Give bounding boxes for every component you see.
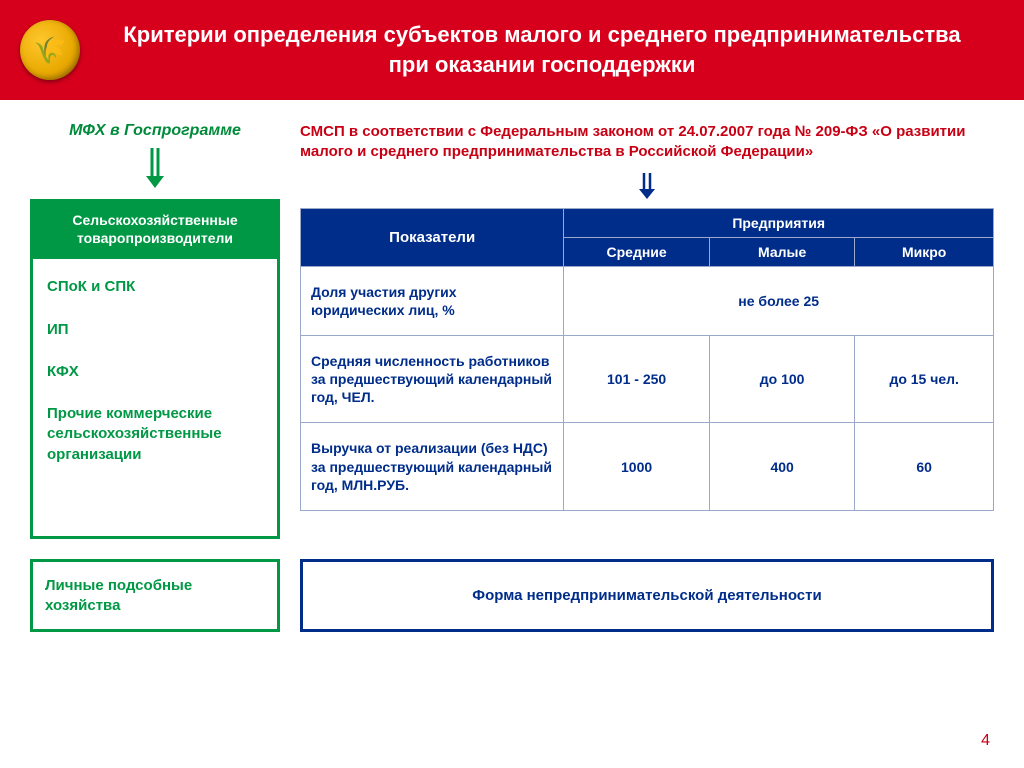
list-item: КФХ <box>47 362 263 382</box>
th-micro: Микро <box>855 237 994 266</box>
bottom-left-box: Личные подсобные хозяйства <box>30 559 280 632</box>
list-item: Прочие коммерческие сельскохозяйственные… <box>47 404 263 465</box>
bottom-right-box: Форма непредпринимательской деятельности <box>300 559 994 632</box>
table-row: Средняя численность работников за предше… <box>301 335 994 423</box>
th-small: Малые <box>709 237 855 266</box>
th-medium: Средние <box>564 237 710 266</box>
cell-value: 101 - 250 <box>564 335 710 423</box>
law-reference: СМСП в соответствии с Федеральным законо… <box>300 122 994 163</box>
left-column: МФХ в Госпрограмме Сельскохозяйственные … <box>30 122 280 539</box>
arrow-down-icon <box>300 173 994 204</box>
right-column: СМСП в соответствии с Федеральным законо… <box>300 122 994 539</box>
wheat-icon: 🌾 <box>34 35 66 66</box>
bottom-row: Личные подсобные хозяйства Форма непредп… <box>0 539 1024 632</box>
row-label: Доля участия других юридических лиц, % <box>301 266 564 335</box>
cell-value: до 15 чел. <box>855 335 994 423</box>
cell-value: 400 <box>709 423 855 511</box>
mfh-heading: МФХ в Госпрограмме <box>30 122 280 140</box>
list-item: СПоК и СПК <box>47 277 263 297</box>
logo-emblem: 🌾 <box>20 20 80 80</box>
row-merged-value: не более 25 <box>564 266 994 335</box>
header-bar: 🌾 Критерии определения субъектов малого … <box>0 0 1024 100</box>
cell-value: до 100 <box>709 335 855 423</box>
arrow-down-icon <box>30 148 280 193</box>
row-label: Выручка от реализации (без НДС) за предш… <box>301 423 564 511</box>
th-indicators: Показатели <box>301 208 564 266</box>
table-row: Выручка от реализации (без НДС) за предш… <box>301 423 994 511</box>
content-area: МФХ в Госпрограмме Сельскохозяйственные … <box>0 100 1024 539</box>
table-row: Доля участия других юридических лиц, % н… <box>301 266 994 335</box>
page-number: 4 <box>981 732 990 750</box>
cell-value: 60 <box>855 423 994 511</box>
producers-list-box: СПоК и СПК ИП КФХ Прочие коммерческие се… <box>30 259 280 539</box>
page-title: Критерии определения субъектов малого и … <box>80 20 1004 79</box>
th-enterprises: Предприятия <box>564 208 994 237</box>
row-label: Средняя численность работников за предше… <box>301 335 564 423</box>
criteria-table: Показатели Предприятия Средние Малые Мик… <box>300 208 994 512</box>
cell-value: 1000 <box>564 423 710 511</box>
green-header-box: Сельскохозяйственные товаропроизводители <box>30 199 280 259</box>
list-item: ИП <box>47 320 263 340</box>
